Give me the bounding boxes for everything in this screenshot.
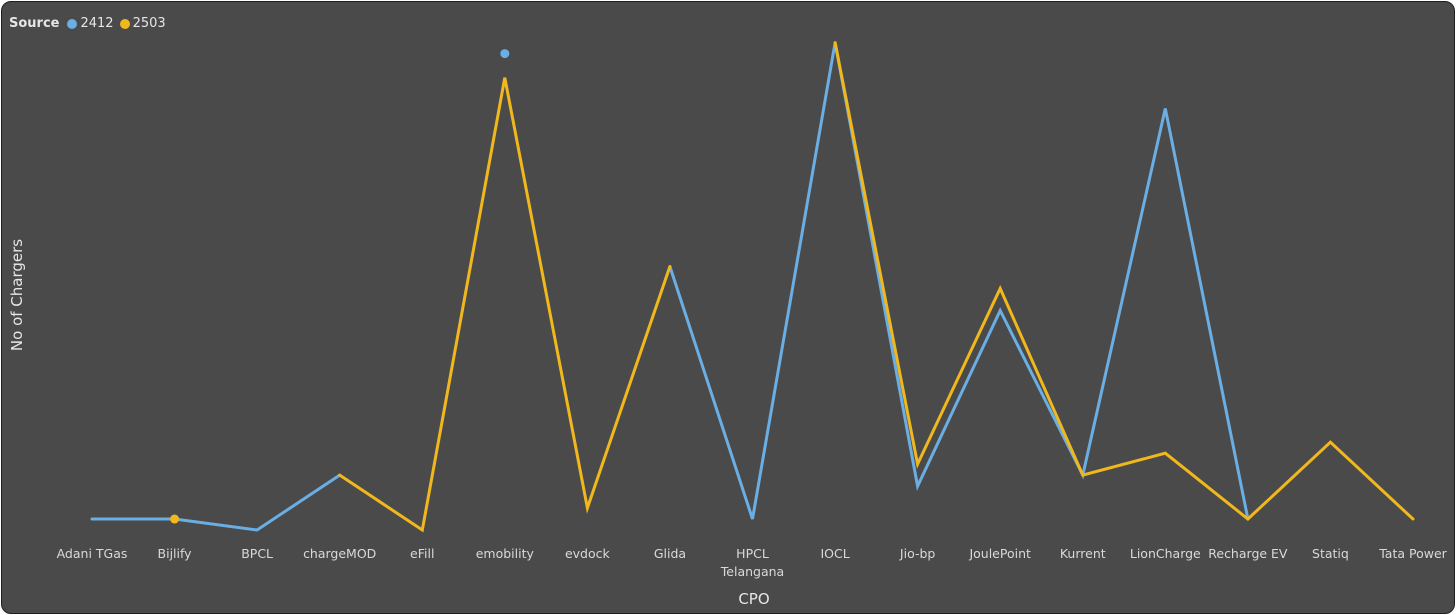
- series-2-line-segment[interactable]: [833, 41, 1415, 521]
- x-tick-label: Statiq: [1312, 546, 1349, 561]
- x-tick-label: Adani TGas: [57, 546, 128, 561]
- x-tick-label: BPCL: [241, 546, 273, 561]
- legend-label-series-1: 2412: [80, 16, 114, 31]
- series-2-point-marker[interactable]: [170, 514, 180, 524]
- x-tick-label: Jio-bp: [899, 546, 935, 561]
- x-tick-label: eFill: [410, 546, 434, 561]
- legend-marker-series-2: [119, 18, 130, 29]
- series-lines: [90, 41, 1415, 533]
- series-1-group: [90, 42, 1250, 532]
- x-tick-label: emobility: [476, 546, 535, 561]
- series-2-line-segment[interactable]: [338, 77, 672, 533]
- x-tick-label: Tata Power: [1378, 546, 1447, 561]
- x-axis-tick-labels: Adani TGas Bijlify BPCL chargeMOD eFill emobi…: [57, 546, 1448, 579]
- series-1-point-marker[interactable]: [500, 49, 510, 59]
- x-tick-label: IOCL: [820, 546, 849, 561]
- x-tick-label: Kurrent: [1060, 546, 1106, 561]
- x-tick-label: HPCL Telangana: [720, 546, 784, 579]
- y-axis-title: No of Chargers: [8, 239, 26, 351]
- x-tick-label: Glida: [654, 546, 686, 561]
- series-1-line-segment[interactable]: [90, 473, 342, 532]
- series-2-group: [338, 41, 1415, 533]
- legend: Source 2412 2503: [9, 16, 172, 31]
- x-tick-label: evdock: [565, 546, 611, 561]
- x-axis-title: CPO: [738, 590, 769, 608]
- x-tick-label: chargeMOD: [303, 546, 376, 561]
- x-tick-label: LionCharge: [1130, 546, 1201, 561]
- series-1-line-segment[interactable]: [668, 42, 1250, 521]
- x-tick-label: Bijlify: [158, 546, 193, 561]
- legend-label-series-2: 2503: [132, 16, 166, 31]
- x-tick-label: JoulePoint: [968, 546, 1031, 561]
- x-tick-label: Recharge EV: [1208, 546, 1288, 561]
- legend-item-series-1[interactable]: 2412: [67, 16, 114, 31]
- legend-marker-series-1: [67, 18, 78, 29]
- series-markers: [170, 49, 510, 524]
- legend-title: Source: [9, 16, 60, 31]
- legend-item-series-2[interactable]: 2503: [119, 16, 166, 31]
